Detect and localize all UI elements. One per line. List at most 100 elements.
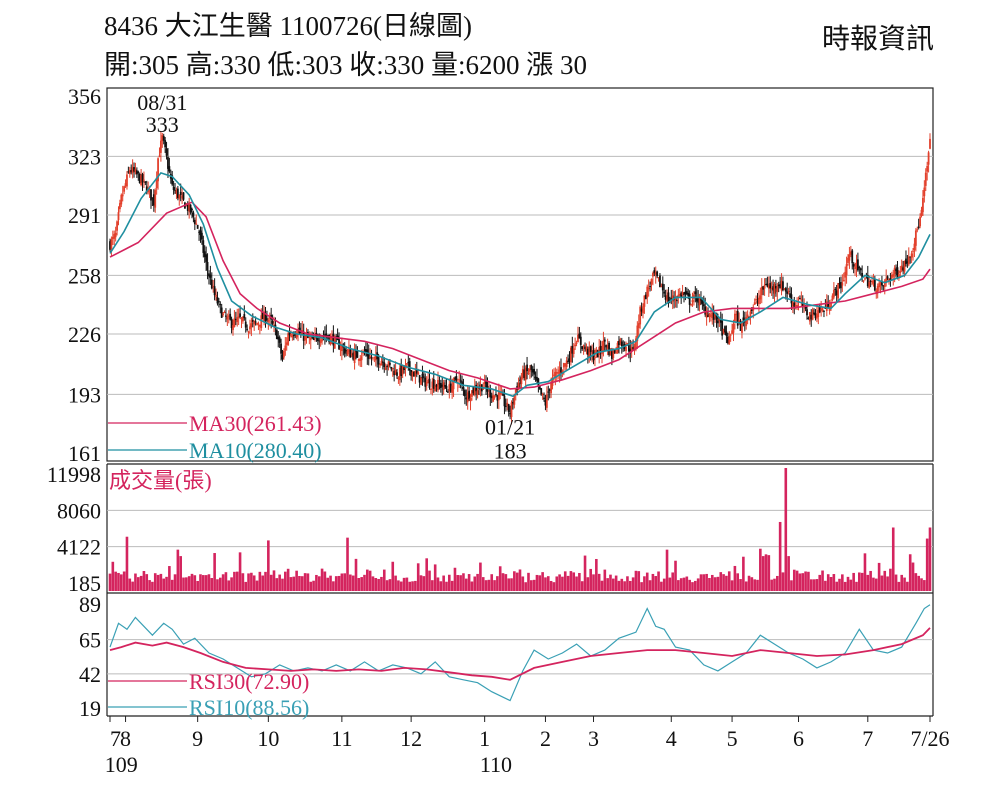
candle-body [646,286,649,298]
candle-body [678,293,681,296]
candle-body [813,312,815,314]
candle-body [619,339,622,344]
ma30-legend-label: MA30(261.43) [189,411,322,436]
volume-bar [470,581,474,591]
volume-bar [886,576,889,591]
candle-body [732,323,735,333]
candle-body [854,267,856,269]
volume-bar [713,577,717,591]
candle-body [596,350,599,358]
candle-body [650,278,653,285]
candle-body [383,362,386,367]
candle-body [237,316,240,318]
volume-bar [900,574,904,591]
candle-body [430,388,432,390]
candle-body [415,369,418,374]
volume-bar [329,575,332,591]
candle-body [113,233,116,239]
volume-bar [894,574,898,591]
volume-bar [586,577,590,591]
candle-body [659,275,661,287]
candle-body [398,367,401,381]
volume-bar [566,575,570,591]
x-month-label: 11 [331,726,352,751]
candle-body [284,345,287,351]
volume-bar [643,576,646,591]
candle-body [241,316,244,322]
candle-body [348,349,350,352]
candle-body [473,387,476,395]
candle-body [321,336,323,342]
candle-body [691,300,694,303]
candle-body [369,356,372,358]
candle-body [154,190,157,208]
candle-body [274,324,277,328]
candle-body [463,390,466,397]
candle-body [731,330,733,334]
volume-bar [337,575,341,591]
volume-bar [218,577,222,591]
candle-body [848,254,851,261]
volume-bar [541,572,544,591]
candle-body [123,186,126,192]
volume-bar [252,575,256,591]
candle-body [273,324,275,327]
candle-body [688,293,691,305]
candle-body [157,158,159,182]
volume-bar [637,571,641,591]
candle-body [789,293,791,298]
candle-body [195,223,198,225]
candle-body [567,360,569,362]
candle-body [168,166,171,172]
volume-bar [756,579,759,591]
candle-body [387,361,390,367]
volume-bar [770,579,773,591]
candle-body [571,345,574,354]
candle-body [844,271,847,278]
candle-body [735,314,738,316]
candle-body [835,290,838,296]
candle-body [586,348,589,355]
volume-bar [227,580,231,591]
candle-body [562,363,565,368]
candle-body [684,291,687,295]
candle-body [290,333,292,337]
volume-bar [501,573,505,591]
candle-body [810,314,813,320]
candle-body [818,307,821,313]
candle-body [610,351,613,359]
volume-bar [479,562,482,591]
volume-bar [357,578,361,591]
volume-bar [908,554,912,591]
candle-body [536,377,538,381]
candle-body [763,284,766,289]
volume-bar [691,582,694,591]
candle-body [811,309,814,320]
candle-body [514,388,517,393]
volume-bar [685,576,689,591]
volume-bar [153,573,157,591]
volume-bar [377,578,380,591]
candle-body [256,323,258,325]
candle-body [458,379,461,381]
volume-bar [493,580,496,591]
volume-bar [558,574,561,591]
candle-body [649,286,651,288]
volume-bar [275,578,279,591]
candle-body [579,336,582,345]
volume-bar [323,571,327,591]
candle-body [196,224,199,229]
volume-bar [849,579,853,591]
candle-body [254,321,257,323]
volume-bar [414,580,417,591]
candle-body [776,286,779,292]
volume-bar [716,576,720,591]
candle-body [209,274,212,278]
volume-bar [889,568,892,591]
candle-body [588,347,591,358]
candle-body [599,345,602,352]
volume-bar [549,580,553,591]
candle-body [767,285,770,289]
candle-body [799,297,801,299]
candle-body [171,175,174,185]
